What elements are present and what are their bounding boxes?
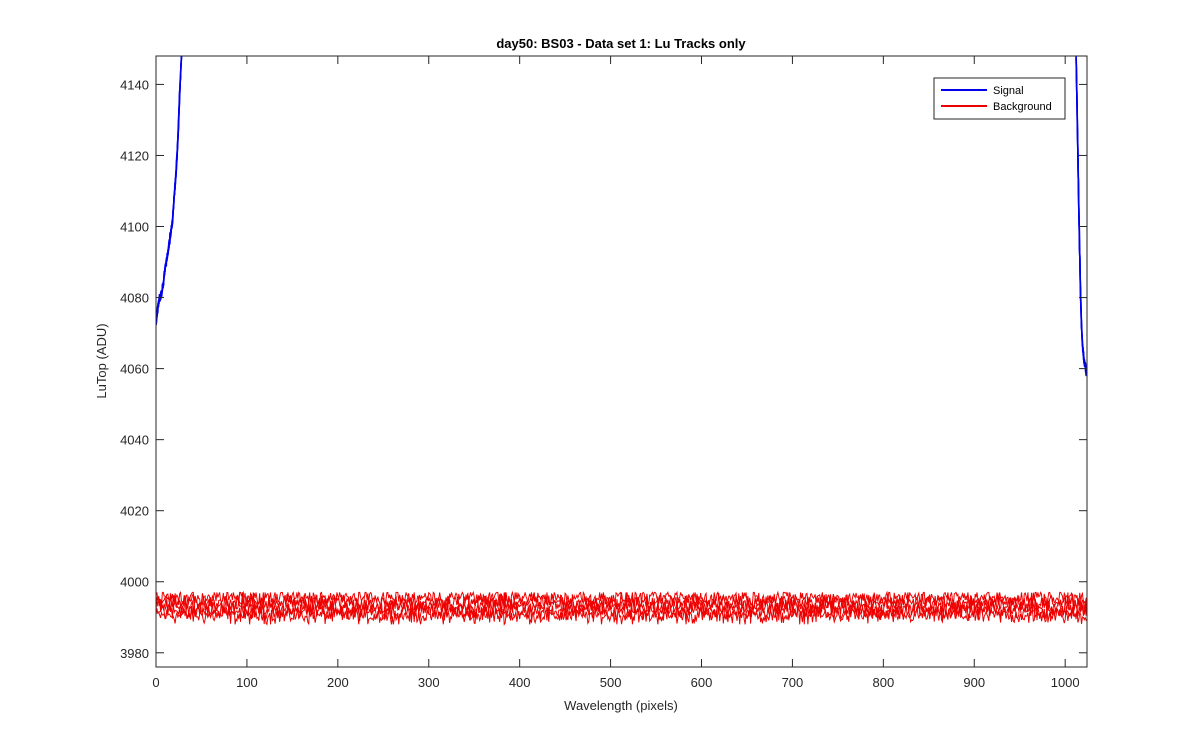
- legend-label-signal: Signal: [993, 85, 1024, 97]
- y-tick-label: 4000: [120, 575, 149, 590]
- y-tick-label: 4020: [120, 504, 149, 519]
- legend-label-background: Background: [993, 101, 1052, 113]
- y-tick-label: 4060: [120, 362, 149, 377]
- x-tick-label: 300: [418, 675, 440, 690]
- y-tick-label: 4100: [120, 220, 149, 235]
- legend: Signal Background: [933, 77, 1066, 120]
- plot-frame: [155, 55, 1088, 668]
- x-tick-label: 200: [327, 675, 349, 690]
- y-tick-label: 4140: [120, 77, 149, 92]
- ticks-layer: 0 100 200 300 400 500 600 700 800 900 1000 3980 4000…: [120, 56, 1087, 690]
- x-tick-label: 500: [600, 675, 622, 690]
- signal-trace: [156, 56, 183, 324]
- x-tick-label: 400: [509, 675, 531, 690]
- y-tick-label: 4040: [120, 433, 149, 448]
- series-layer: [156, 56, 1087, 626]
- y-tick-label: 4120: [120, 148, 149, 163]
- signal-trace: [1075, 58, 1087, 376]
- x-tick-label: 1000: [1051, 675, 1080, 690]
- x-tick-label: 900: [963, 675, 985, 690]
- x-axis-label: Wavelength (pixels): [564, 698, 678, 713]
- x-tick-label: 100: [236, 675, 258, 690]
- legend-box: [933, 77, 1066, 120]
- y-axis-label: LuTop (ADU): [94, 323, 109, 398]
- x-tick-label: 600: [691, 675, 713, 690]
- x-tick-label: 0: [152, 675, 159, 690]
- signal-trace: [156, 56, 183, 326]
- background-trace: [156, 590, 1087, 610]
- signal-trace: [156, 56, 183, 325]
- plot-area: [156, 56, 1087, 626]
- x-tick-label: 700: [782, 675, 804, 690]
- chart-title: day50: BS03 - Data set 1: Lu Tracks only: [496, 36, 746, 51]
- y-tick-label: 3980: [120, 646, 149, 661]
- x-tick-label: 800: [872, 675, 894, 690]
- y-tick-label: 4080: [120, 291, 149, 306]
